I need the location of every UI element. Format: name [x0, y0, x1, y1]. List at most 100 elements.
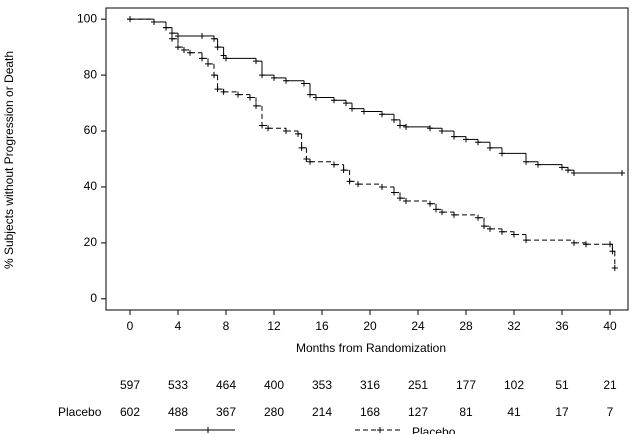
- censor-mark: [151, 18, 157, 25]
- censor-mark: [463, 136, 469, 143]
- risk-count: 597: [120, 378, 140, 392]
- censor-mark: [214, 44, 221, 51]
- censor-mark: [487, 144, 493, 151]
- y-tick-label: 40: [84, 179, 98, 193]
- censor-mark: [379, 111, 385, 118]
- censor-mark: [169, 35, 175, 42]
- risk-count: 168: [360, 405, 380, 419]
- risk-count: 533: [168, 378, 188, 392]
- censor-mark: [211, 72, 217, 79]
- censor-mark: [235, 91, 241, 98]
- y-tick-label: 100: [77, 11, 97, 25]
- censor-mark: [199, 55, 205, 62]
- censor-mark: [175, 32, 181, 39]
- y-tick-label: 0: [90, 291, 97, 305]
- risk-count: 21: [603, 378, 617, 392]
- censor-mark: [187, 49, 193, 56]
- risk-count: 177: [456, 378, 476, 392]
- censor-mark: [271, 74, 277, 81]
- x-tick-label: 12: [267, 319, 281, 333]
- censor-mark: [259, 122, 265, 129]
- censor-mark: [361, 108, 367, 115]
- censor-mark: [609, 248, 616, 255]
- x-tick-label: 4: [175, 319, 182, 333]
- censor-mark: [283, 77, 289, 84]
- risk-count: 316: [360, 378, 380, 392]
- x-tick-label: 8: [223, 319, 230, 333]
- censor-mark: [481, 223, 487, 230]
- risk-count: 81: [459, 405, 473, 419]
- censor-mark: [391, 189, 397, 196]
- censor-mark: [607, 241, 613, 248]
- censor-mark: [283, 128, 289, 135]
- censor-mark: [205, 60, 211, 67]
- y-tick-label: 80: [84, 67, 98, 81]
- plot-frame: [105, 7, 629, 311]
- censor-mark: [340, 167, 347, 174]
- censor-mark: [523, 158, 529, 165]
- x-tick-label: 0: [127, 319, 134, 333]
- censor-mark: [307, 158, 313, 165]
- censor-mark: [499, 150, 505, 157]
- censor-mark: [253, 102, 259, 109]
- x-tick-label: 28: [459, 319, 473, 333]
- censor-mark: [259, 72, 265, 79]
- censor-mark: [571, 169, 577, 176]
- censor-mark: [433, 206, 439, 213]
- censor-mark: [475, 214, 481, 221]
- risk-count: 41: [507, 405, 521, 419]
- censor-mark: [346, 178, 353, 185]
- legend-marker: [205, 427, 211, 433]
- risk-count: 102: [504, 378, 524, 392]
- x-tick-label: 32: [507, 319, 521, 333]
- risk-count: 464: [216, 378, 236, 392]
- censor-mark: [571, 239, 577, 246]
- censor-mark: [331, 97, 337, 104]
- censor-mark: [343, 100, 349, 107]
- risk-count: 7: [607, 405, 614, 419]
- censor-mark: [397, 122, 403, 129]
- risk-count: 280: [264, 405, 284, 419]
- censor-mark: [583, 241, 589, 248]
- risk-count: 367: [216, 405, 236, 419]
- risk-count: 51: [555, 378, 569, 392]
- censor-mark: [397, 195, 403, 202]
- censor-mark: [199, 32, 205, 39]
- x-tick-label: 16: [315, 319, 329, 333]
- censor-mark: [611, 265, 618, 272]
- x-axis-label: Months from Randomization: [296, 341, 446, 355]
- censor-mark: [535, 161, 541, 168]
- censor-mark: [565, 167, 571, 174]
- censor-mark: [487, 225, 493, 232]
- censor-mark: [214, 86, 221, 93]
- legend-marker: [377, 427, 383, 433]
- risk-count: 127: [408, 405, 428, 419]
- risk-count: 17: [555, 405, 569, 419]
- censor-mark: [313, 94, 319, 101]
- censor-mark: [511, 231, 517, 238]
- x-tick-label: 20: [363, 319, 377, 333]
- censor-mark: [298, 144, 305, 151]
- censor-mark: [295, 130, 301, 137]
- risk-count: 602: [120, 405, 140, 419]
- censor-mark: [220, 88, 227, 95]
- censor-mark: [349, 105, 355, 112]
- censor-mark: [559, 164, 565, 171]
- censor-mark: [265, 125, 271, 132]
- y-tick-label: 20: [84, 235, 98, 249]
- censor-mark: [247, 94, 253, 101]
- censor-mark: [163, 24, 169, 31]
- censor-mark: [439, 209, 445, 216]
- censor-mark: [253, 58, 259, 65]
- censor-mark: [303, 156, 310, 162]
- censor-mark: [427, 200, 433, 207]
- x-tick-label: 40: [603, 319, 617, 333]
- censor-mark: [331, 161, 337, 168]
- censor-mark: [475, 139, 481, 146]
- x-tick-label: 36: [555, 319, 569, 333]
- x-tick-label: 24: [411, 319, 425, 333]
- y-tick-label: 60: [84, 123, 98, 137]
- risk-count: 251: [408, 378, 428, 392]
- censor-mark: [355, 181, 361, 188]
